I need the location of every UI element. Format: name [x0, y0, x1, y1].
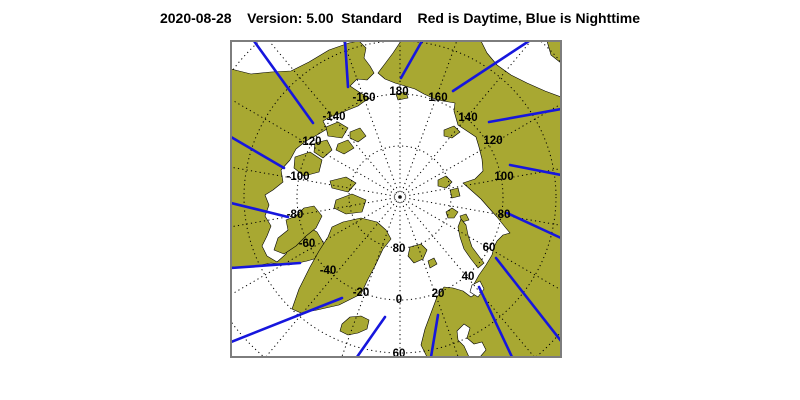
longitude-label: 180	[389, 86, 408, 98]
longitude-label: 140	[458, 112, 477, 124]
land-polygon	[395, 91, 409, 101]
satellite-track	[477, 285, 514, 357]
longitude-label: 100	[494, 171, 513, 183]
land-polygon	[407, 243, 428, 264]
latitude-ring	[243, 41, 557, 354]
latitude-label: 60	[393, 348, 406, 360]
longitude-label: 40	[462, 271, 475, 283]
longitude-label: -120	[298, 136, 321, 148]
land-polygon	[339, 315, 370, 336]
map-frame	[230, 40, 562, 358]
satellite-track	[429, 313, 440, 357]
longitude-label: 20	[432, 288, 445, 300]
land-polygon	[313, 139, 333, 159]
longitude-label: 80	[498, 209, 511, 221]
land-polygon	[335, 139, 355, 155]
pole-mark	[398, 195, 402, 199]
sea-overlay	[456, 323, 487, 357]
satellite-track	[505, 211, 561, 240]
longitude-label: 60	[483, 242, 496, 254]
land-polygon	[325, 121, 349, 139]
longitude-label: 160	[428, 92, 447, 104]
land-polygon	[377, 41, 561, 357]
land-polygon	[273, 205, 323, 255]
latitude-label: 80	[393, 243, 406, 255]
longitude-label: -160	[352, 92, 375, 104]
land-polygon	[293, 151, 323, 177]
satellite-track	[231, 135, 286, 170]
satellite-track	[252, 41, 315, 125]
land-polygon	[333, 193, 367, 215]
longitude-label: 120	[483, 135, 502, 147]
longitude-label: -40	[320, 265, 337, 277]
land-polygon	[437, 175, 453, 189]
longitude-label: -60	[299, 238, 316, 250]
satellite-track	[355, 315, 387, 357]
land-polygon	[329, 176, 357, 193]
satellite-track	[231, 201, 290, 219]
land-polygon	[427, 257, 438, 269]
land-polygon	[349, 127, 367, 143]
land-polygon	[443, 125, 461, 139]
longitude-label: -100	[286, 171, 309, 183]
satellite-track	[508, 163, 561, 177]
longitude-label: -20	[353, 287, 370, 299]
longitude-label: -80	[287, 209, 304, 221]
land-polygon	[449, 187, 461, 199]
latitude-ring	[348, 145, 452, 249]
longitude-label: -140	[322, 111, 345, 123]
satellite-track	[343, 41, 350, 89]
satellite-track	[231, 296, 344, 344]
satellite-track	[451, 41, 531, 93]
satellite-track	[231, 261, 302, 270]
satellite-track	[494, 256, 561, 343]
satellite-track	[399, 41, 424, 80]
land-polygon	[457, 218, 485, 269]
longitude-label: 0	[396, 294, 402, 306]
satellite-track	[487, 107, 561, 124]
plot-title: 2020-08-28 Version: 5.00 Standard Red is…	[159, 10, 641, 26]
land-polygon	[291, 217, 392, 314]
